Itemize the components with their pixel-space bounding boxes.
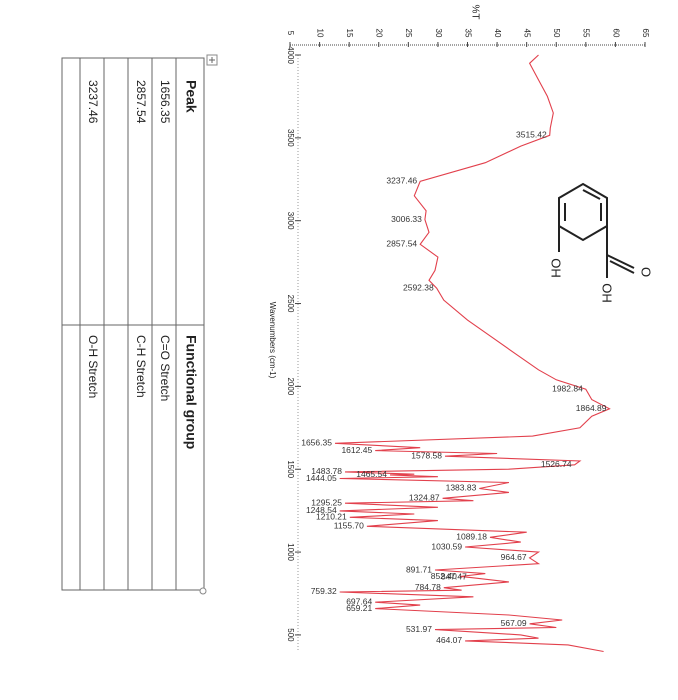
peak-label: 891.71 (406, 564, 432, 574)
y-tick-label: 5 (286, 31, 295, 36)
y-tick-label: 35 (463, 29, 472, 38)
y-tick-label: 15 (345, 29, 354, 38)
y-axis-title: %T (469, 5, 480, 20)
bond (606, 254, 635, 269)
table-cell: O-H Stretch (86, 335, 100, 398)
peak-label: 1383.83 (446, 483, 477, 493)
table-cell: 2857.54 (134, 80, 148, 124)
peak-label: 1864.89 (576, 403, 607, 413)
resize-handle[interactable] (199, 587, 207, 595)
x-tick-label: 1500 (286, 460, 295, 478)
x-tick-label: 3500 (286, 129, 295, 147)
x-tick-label: 2000 (286, 377, 295, 395)
y-tick-label: 45 (523, 29, 532, 38)
peak-label: 659.21 (346, 603, 372, 613)
peak-label: 1210.21 (316, 512, 347, 522)
x-tick-label: 500 (286, 628, 295, 642)
y-tick-label: 10 (315, 29, 324, 38)
peak-label: 1656.35 (301, 438, 332, 448)
x-tick-label: 2500 (286, 295, 295, 313)
peak-label: 1526.74 (541, 459, 572, 469)
y-tick-label: 30 (434, 29, 443, 38)
peak-label: 852.40 (431, 571, 457, 581)
peak-label: 847.47 (441, 572, 467, 582)
peak-label: 2857.54 (386, 239, 417, 249)
table-cell: C=O Stretch (158, 335, 172, 401)
y-tick-label: 60 (611, 29, 620, 38)
molecule-label: OH (549, 258, 564, 278)
y-tick-label: 55 (582, 29, 591, 38)
bond (609, 260, 635, 274)
peak-label: 3237.46 (386, 176, 417, 186)
y-tick-label: 50 (552, 29, 561, 38)
molecule (558, 182, 635, 278)
ring-bond (582, 189, 601, 200)
table-border (61, 57, 205, 591)
peak-label: 1483.78 (311, 466, 342, 476)
table-cell: 3237.46 (86, 80, 100, 124)
peak-label: 1030.59 (431, 541, 462, 551)
peak-label: 2592.38 (403, 282, 434, 292)
table-header: Functional group (183, 335, 199, 449)
peak-label: 531.97 (406, 624, 432, 634)
peak-label: 1612.45 (341, 445, 372, 455)
table: Peak Functional group 1656.35 C=O Stretch 28… (61, 54, 218, 595)
peak-label: 3006.33 (391, 214, 422, 224)
peak-label: 1248.54 (306, 505, 337, 515)
y-tick-label: 25 (404, 29, 413, 38)
peak-label: 1089.18 (456, 532, 487, 542)
peak-label: 464.07 (436, 635, 462, 645)
y-tick-label: 65 (641, 29, 650, 38)
peak-label: 3515.42 (516, 130, 547, 140)
peak-label: 567.09 (501, 618, 527, 628)
peak-label: 759.32 (311, 586, 337, 596)
x-tick-label: 4000 (286, 46, 295, 64)
peak-label: 1295.25 (311, 497, 342, 507)
table-cell: C-H Stretch (134, 335, 148, 398)
spectrum-line (334, 54, 611, 653)
peak-label: 1465.54 (356, 469, 387, 479)
y-tick-label: 40 (493, 29, 502, 38)
peak-label: 1444.05 (306, 473, 337, 483)
peak-label: 697.64 (346, 596, 372, 606)
peak-label: 1155.70 (334, 521, 364, 531)
benzene-ring (558, 182, 608, 242)
peak-label: 964.67 (501, 552, 527, 562)
peak-label: 784.78 (415, 582, 441, 592)
molecule-label: O (639, 267, 654, 277)
x-axis-title: Wavenumbers (cm-1) (268, 302, 277, 379)
molecule-label: OH (600, 283, 615, 303)
table-cell: 1656.35 (158, 80, 172, 124)
x-tick-label: 1000 (286, 543, 295, 561)
peak-label: 1578.58 (411, 450, 442, 460)
x-tick-label: 3000 (286, 212, 295, 230)
y-tick-label: 20 (375, 29, 384, 38)
table-header: Peak (183, 80, 199, 113)
peak-label: 1324.87 (409, 493, 440, 503)
peak-label: 1982.84 (552, 383, 583, 393)
